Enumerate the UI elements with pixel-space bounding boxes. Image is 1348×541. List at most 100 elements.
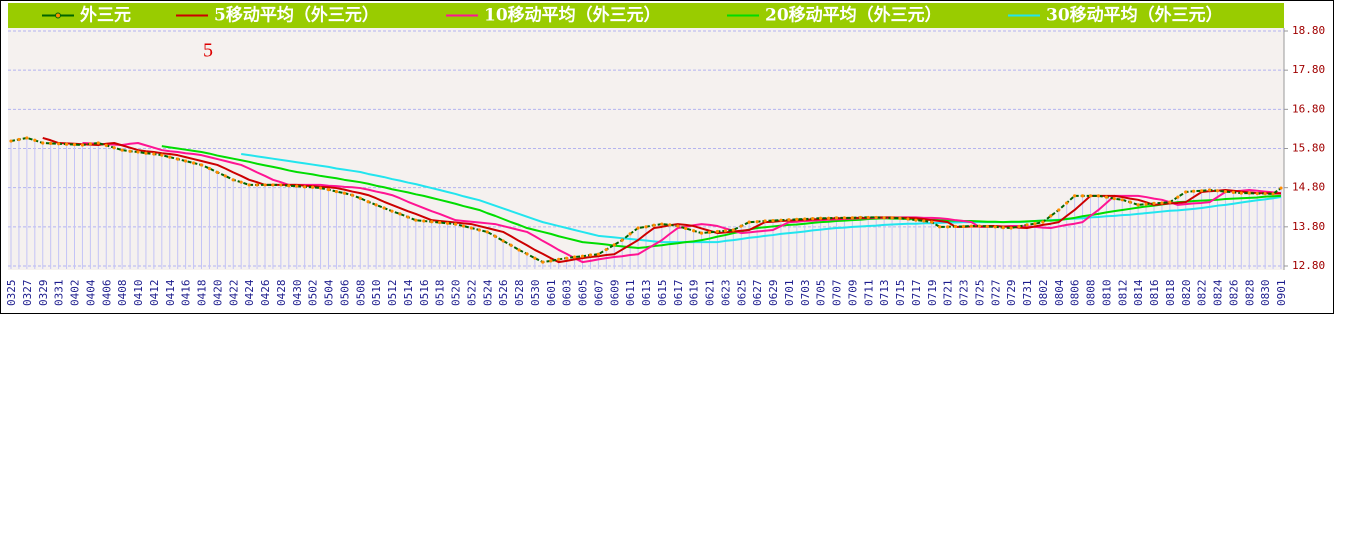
x-tick-label: 0705 [815,280,828,307]
data-point [842,216,847,220]
x-tick-label: 0804 [1053,279,1066,306]
x-tick-label: 0414 [164,279,177,306]
x-tick-label: 0601 [545,280,558,307]
x-tick-label: 0613 [640,280,653,307]
x-tick-label: 0625 [735,280,748,307]
data-point [517,248,521,252]
data-point [826,216,831,220]
x-tick-label: 0422 [227,280,240,307]
data-point [1088,194,1093,198]
x-tick-label: 0510 [370,280,383,307]
data-point [795,217,799,221]
data-point [326,188,331,192]
data-point [509,243,513,247]
data-point [549,259,553,263]
x-tick-label: 0824 [1212,279,1225,306]
data-point [104,143,108,147]
x-tick-label: 0522 [465,280,478,307]
x-tick-label: 0512 [386,280,399,307]
data-point [120,148,124,152]
x-tick-label: 0808 [1085,280,1098,307]
data-point [1144,202,1148,206]
x-tick-label: 0727 [989,280,1002,307]
x-tick-label: 0816 [1148,280,1161,307]
data-point [1041,220,1045,224]
data-point [382,206,386,210]
data-point [311,185,315,189]
data-point [930,220,934,224]
data-point [295,184,299,188]
data-point [779,218,783,222]
data-point [318,186,323,190]
data-point [628,232,632,236]
x-tick-label: 0717 [910,280,923,307]
x-tick-label: 0329 [37,280,50,307]
x-tick-label: 0605 [577,280,590,307]
data-point [1001,226,1005,230]
data-point [747,220,751,224]
data-point [144,151,148,155]
data-point [239,180,243,184]
data-point [57,142,61,146]
data-point [334,189,339,194]
data-point [1279,186,1283,190]
data-point [1271,192,1275,196]
data-point [1073,194,1077,198]
x-tick-label: 0611 [624,280,637,307]
x-tick-label: 0806 [1069,280,1082,307]
data-point [398,212,402,216]
data-point [1080,194,1085,198]
data-point [565,256,569,260]
data-point [684,226,688,230]
data-point [866,215,870,220]
x-tick-label: 0615 [656,280,669,307]
x-tick-label: 0609 [608,280,621,307]
x-tick-label: 0520 [450,280,463,307]
data-point [461,224,466,228]
data-point [287,184,291,188]
data-point [604,247,608,252]
data-point [1263,191,1267,196]
data-point [588,253,593,257]
x-tick-label: 0731 [1021,280,1034,307]
x-tick-label: 0402 [69,280,82,307]
data-point [430,220,434,224]
data-point [1168,200,1172,204]
data-point [946,225,950,229]
x-tick-label: 0528 [513,280,526,307]
data-point [914,218,918,222]
annotation: 5 [203,40,213,62]
data-point [445,221,450,225]
data-point [644,225,648,229]
x-tick-label: 0826 [1227,280,1240,307]
data-point [358,196,362,200]
data-point [33,138,37,142]
data-point [1184,190,1188,194]
data-point [1239,191,1243,195]
data-point [1160,201,1164,205]
data-point [572,255,577,259]
data-point [850,216,854,220]
data-point [477,228,481,232]
x-tick-label: 0426 [259,280,272,307]
data-point [1128,200,1132,204]
data-point [993,225,997,229]
legend-label: 10移动平均（外三元） [484,5,661,26]
x-tick-label: 0812 [1116,280,1129,307]
data-point [953,224,958,229]
data-point [1207,188,1212,192]
y-tick-label: 18.80 [1292,24,1325,37]
data-point [469,226,473,230]
data-point [882,216,886,220]
series-line [241,152,1282,244]
data-point [652,223,656,227]
data-point [41,141,45,145]
data-point [763,219,767,223]
data-point [898,216,902,220]
series-line [161,145,1282,249]
data-point [723,229,727,233]
x-tick-label: 0701 [783,280,796,307]
data-point [1049,214,1053,218]
data-point [422,219,426,223]
